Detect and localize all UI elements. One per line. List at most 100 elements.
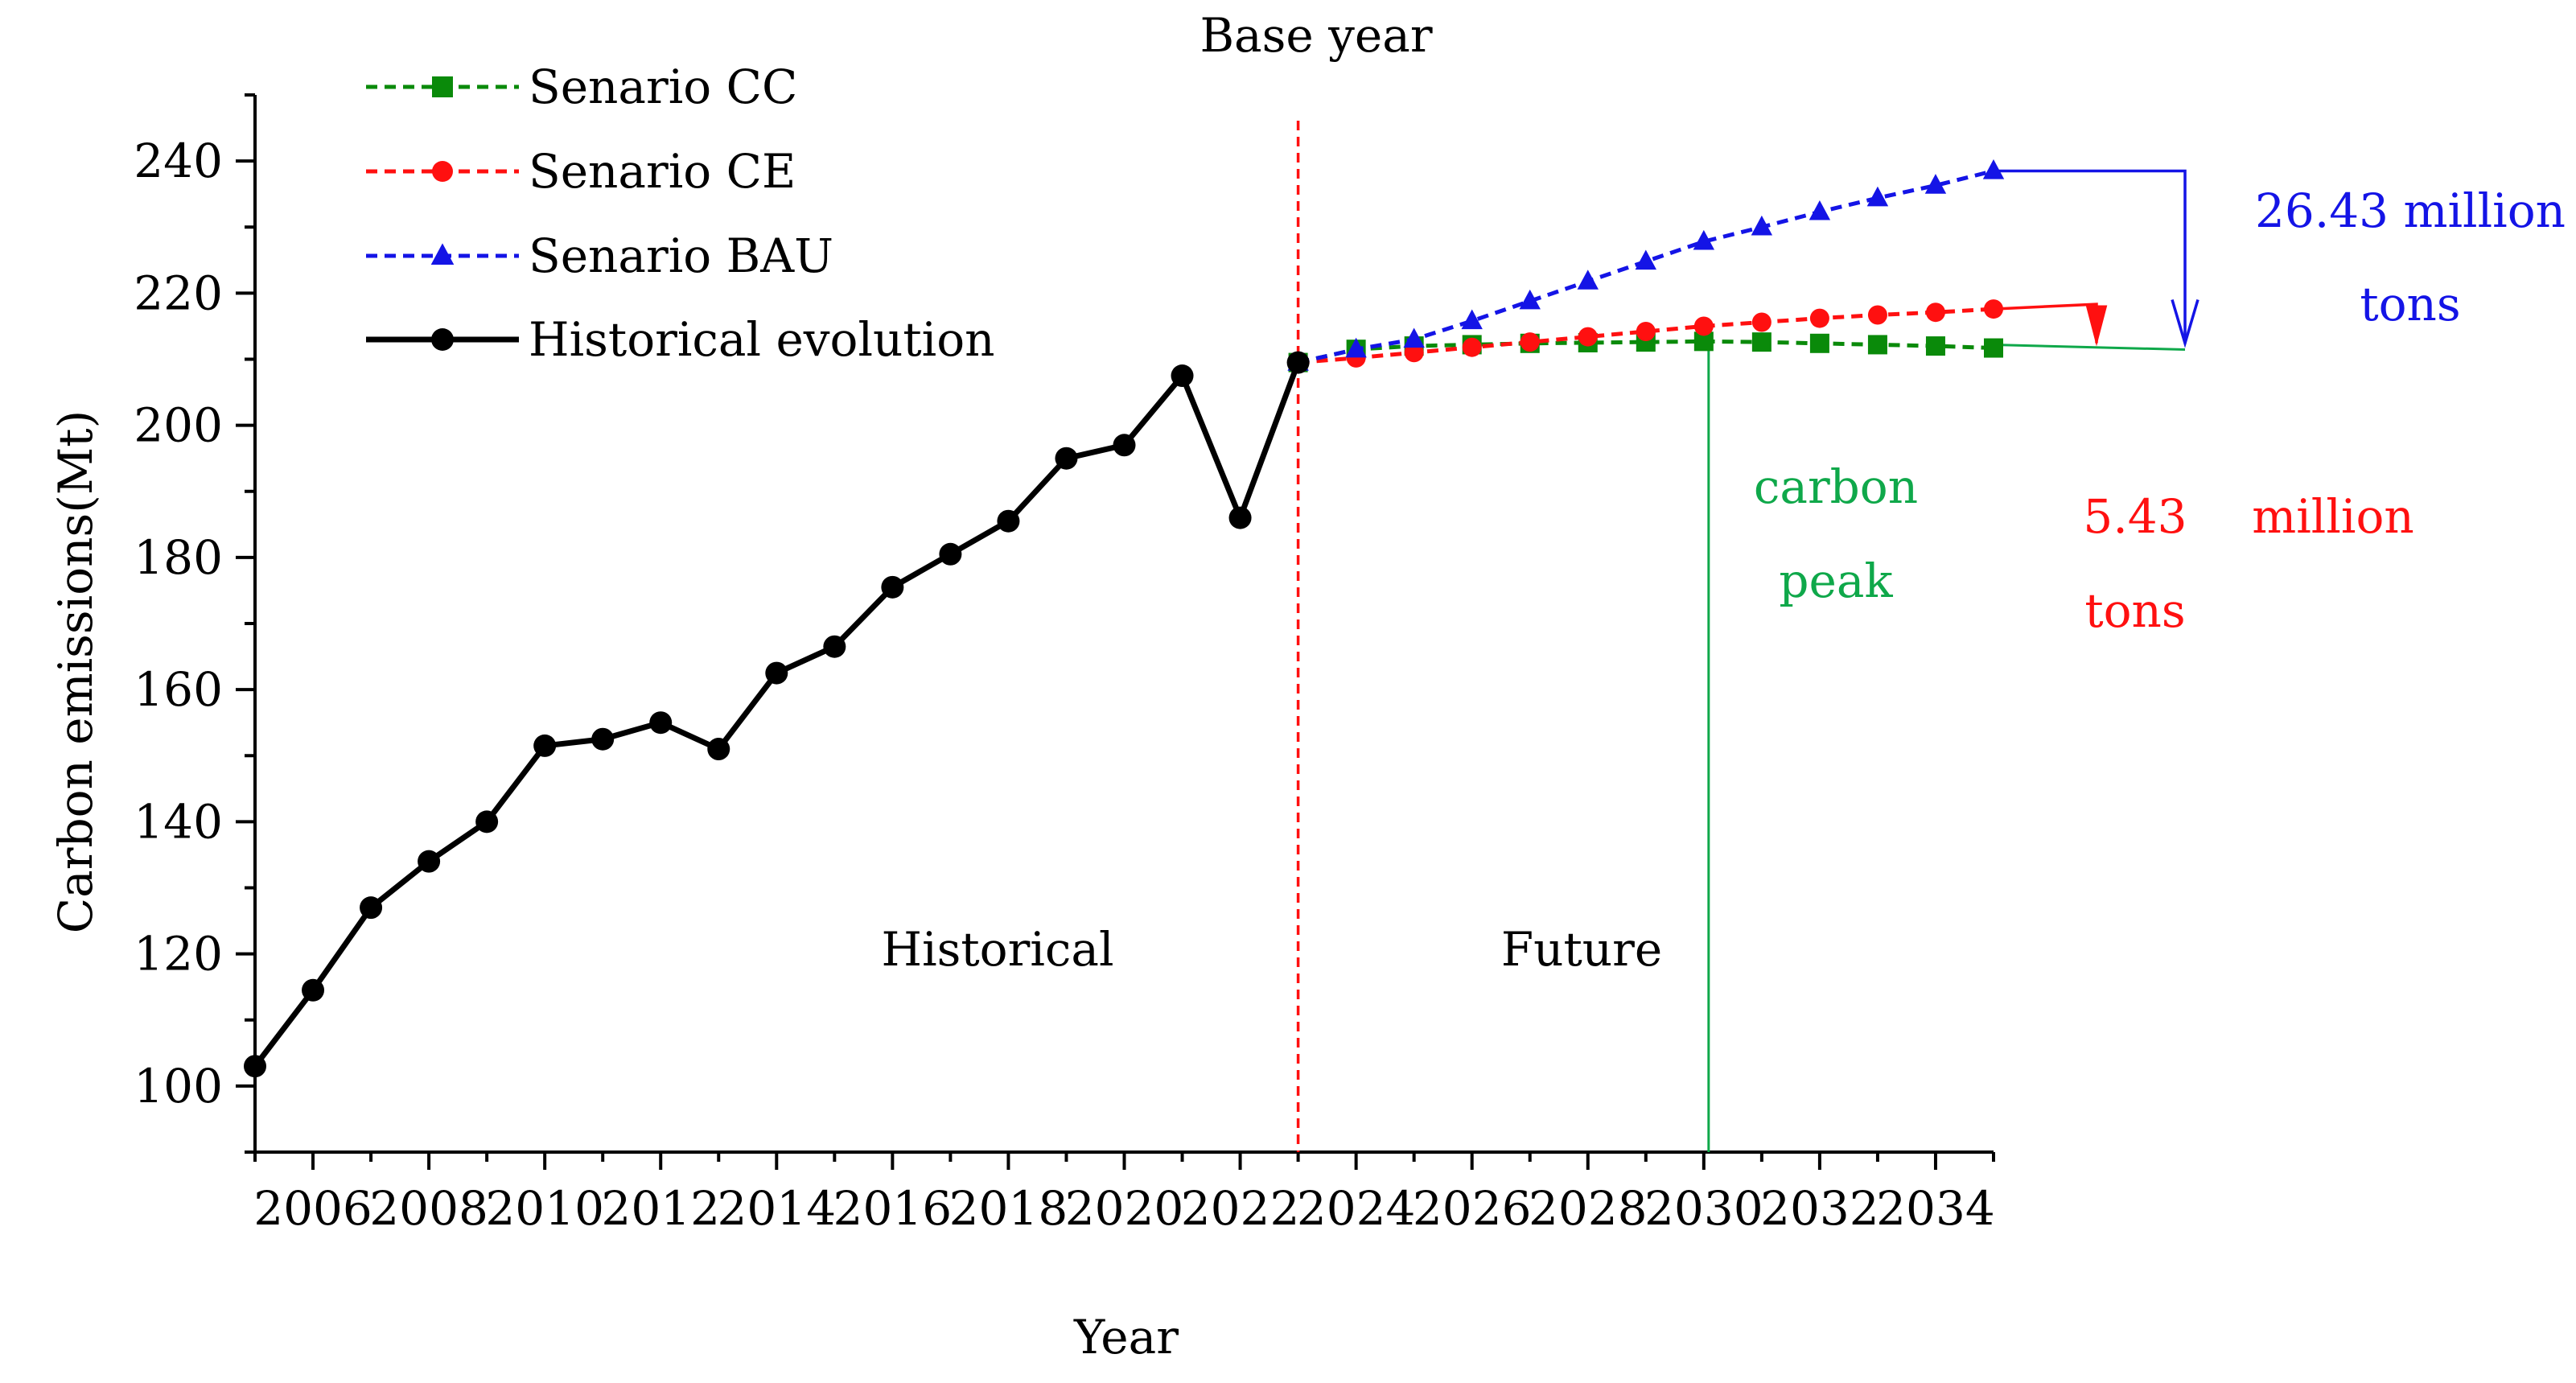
data-point-senario-ce	[1984, 299, 2003, 319]
data-point-senario-ce	[1462, 337, 1482, 357]
y-tick-label: 220	[134, 265, 223, 320]
data-point-senario-bau	[1809, 200, 1831, 220]
data-point-senario-cc	[1751, 332, 1772, 352]
data-point-historical-evolution	[707, 738, 730, 761]
y-tick-label: 200	[134, 398, 223, 453]
y-tick-label: 140	[134, 794, 223, 849]
data-point-historical-evolution	[881, 575, 904, 599]
data-point-senario-bau	[1924, 174, 1947, 194]
bau-gap-bracket	[1994, 169, 2187, 344]
ce-gap-label-line2: tons	[2084, 583, 2185, 638]
legend-entry-senario-bau: Senario BAU	[366, 228, 833, 283]
legend-entry-senario-cc: Senario CC	[366, 60, 797, 114]
data-point-senario-ce	[1925, 303, 1945, 323]
x-tick-label: 2020	[1065, 1181, 1184, 1236]
data-point-senario-bau	[1461, 309, 1483, 330]
data-point-senario-bau	[1635, 249, 1656, 270]
data-point-senario-cc	[1867, 335, 1887, 355]
data-point-senario-ce	[1751, 312, 1772, 332]
y-tick-label: 120	[134, 927, 223, 982]
data-point-historical-evolution	[360, 896, 383, 920]
data-point-senario-bau	[1982, 159, 2005, 179]
carbon-peak-label-line1: carbon	[1754, 459, 1918, 514]
legend-marker	[432, 76, 453, 97]
data-point-senario-ce	[1520, 332, 1540, 352]
data-point-historical-evolution	[1171, 364, 1194, 388]
bau-gap-label-line1: 26.43 million	[2255, 183, 2566, 238]
axes: 2006200820102012201420162018202020222024…	[134, 93, 1995, 1236]
data-point-historical-evolution	[1113, 434, 1136, 457]
data-point-historical-evolution	[244, 1055, 266, 1078]
ce-gap-arrowhead	[2085, 305, 2108, 347]
series-layer	[244, 159, 2005, 1078]
legend: Senario CC Senario CE Senario BAU Historica…	[366, 60, 995, 367]
data-point-historical-evolution	[1055, 447, 1078, 470]
series-line-historical-evolution	[253, 361, 1301, 1068]
data-point-historical-evolution	[649, 711, 673, 735]
ce-gap-bracket	[1993, 303, 2098, 344]
x-tick-label: 2034	[1876, 1181, 1995, 1236]
legend-marker	[431, 328, 454, 351]
y-axis-title: Carbon emissions(Mt)	[48, 410, 103, 933]
data-point-senario-ce	[1404, 343, 1424, 363]
future-label: Future	[1501, 922, 1662, 977]
legend-entry-historical-evolution: Historical evolution	[366, 312, 995, 367]
legend-label: Senario CE	[529, 144, 796, 199]
legend-entry-senario-ce: Senario CE	[366, 144, 796, 199]
data-point-historical-evolution	[1286, 351, 1310, 374]
x-tick-label: 2018	[949, 1181, 1068, 1236]
x-axis-title: Year	[1073, 1310, 1179, 1364]
data-point-historical-evolution	[418, 850, 441, 873]
x-tick-label: 2012	[601, 1181, 720, 1236]
y-tick-label: 160	[134, 662, 223, 717]
data-point-senario-cc	[1809, 333, 1829, 353]
x-tick-label: 2030	[1644, 1181, 1763, 1236]
data-point-historical-evolution	[765, 661, 788, 685]
data-point-historical-evolution	[997, 509, 1020, 533]
data-point-senario-bau	[1403, 327, 1425, 348]
carbon-peak-label-line2: peak	[1779, 554, 1893, 608]
y-tick-label: 180	[134, 530, 223, 585]
data-point-senario-bau	[1345, 337, 1367, 358]
data-point-senario-cc	[1925, 336, 1945, 356]
data-point-senario-bau	[1866, 186, 1889, 207]
legend-marker	[432, 161, 453, 182]
legend-marker	[430, 243, 455, 265]
series-historical-evolution	[244, 351, 1310, 1078]
historical-label: Historical	[881, 922, 1113, 977]
y-tick-label: 100	[134, 1059, 223, 1113]
data-point-historical-evolution	[475, 810, 499, 834]
gap-baseline	[1993, 344, 2186, 352]
y-tick-label: 240	[134, 134, 223, 188]
data-point-senario-bau	[1577, 270, 1599, 290]
data-point-historical-evolution	[823, 635, 846, 658]
ce-gap-label-value: 5.43	[2083, 489, 2187, 544]
data-point-historical-evolution	[302, 978, 325, 1002]
bau-gap-label-line2: tons	[2360, 277, 2460, 331]
x-tick-label: 2032	[1760, 1181, 1879, 1236]
legend-label: Senario BAU	[529, 228, 833, 283]
legend-label: Historical evolution	[529, 312, 995, 367]
x-tick-label: 2016	[833, 1181, 953, 1236]
series-senario-ce	[1288, 299, 2003, 373]
data-point-senario-bau	[1751, 215, 1773, 236]
x-tick-label: 2026	[1413, 1181, 1532, 1236]
data-point-senario-ce	[1578, 327, 1598, 347]
data-point-historical-evolution	[939, 542, 962, 566]
chart-title: Base year	[1200, 8, 1432, 63]
annotations	[1296, 121, 2199, 1152]
bau-gap-arrowhead	[2171, 299, 2199, 348]
data-point-historical-evolution	[1228, 506, 1252, 529]
data-point-senario-ce	[1636, 322, 1656, 342]
data-point-senario-ce	[1867, 305, 1887, 325]
data-point-senario-ce	[1693, 316, 1714, 336]
x-tick-label: 2014	[717, 1181, 836, 1236]
x-tick-label: 2028	[1529, 1181, 1648, 1236]
data-point-senario-cc	[1984, 338, 2003, 358]
data-point-historical-evolution	[533, 734, 557, 757]
x-tick-label: 2008	[369, 1181, 488, 1236]
x-tick-label: 2022	[1181, 1181, 1300, 1236]
data-point-senario-bau	[1693, 229, 1715, 250]
x-tick-label: 2024	[1297, 1181, 1416, 1236]
